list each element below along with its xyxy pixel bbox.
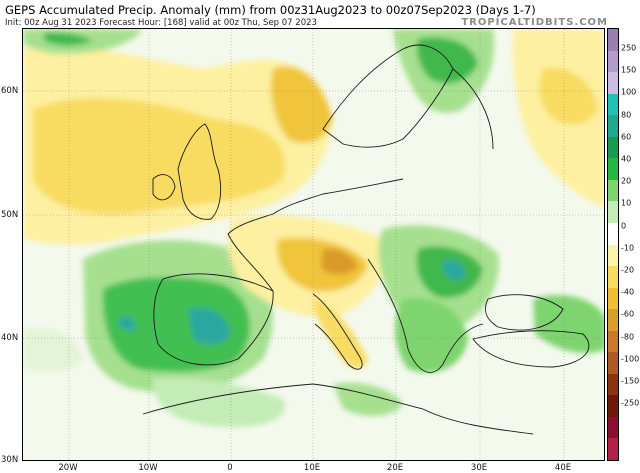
colorbar-segment [608, 352, 618, 375]
lat-label-30n: 30N [1, 455, 19, 465]
colorbar-segment [608, 201, 618, 224]
colorbar-tick-label: 10 [621, 198, 632, 208]
colorbar-tick-label: 20 [621, 176, 632, 186]
colorbar-segment [608, 244, 618, 267]
colorbar-segment [608, 115, 618, 138]
lon-label-10e: 10E [303, 463, 321, 473]
colorbar-segment [608, 50, 618, 73]
colorbar-segment [608, 309, 618, 332]
colorbar-segment [608, 266, 618, 289]
precip-anomaly-map [22, 28, 605, 461]
colorbar-tick-label: -40 [621, 287, 635, 297]
lon-label-40e: 40E [554, 463, 572, 473]
coastlines [142, 44, 590, 435]
colorbar-tick-label: 60 [621, 132, 632, 142]
colorbar-tick-label: 100 [621, 87, 637, 97]
lon-label-10w: 10W [138, 463, 158, 473]
lon-label-20w: 20W [58, 463, 78, 473]
colorbar-segment [608, 438, 618, 461]
colorbar-segment [608, 416, 618, 439]
colorbar-tick-label: -10 [621, 243, 635, 253]
colorbar-segment [608, 287, 618, 310]
lat-label-50n: 50N [1, 210, 19, 220]
colorbar-tick-label: -150 [621, 376, 640, 386]
colorbar-tick-label: 80 [621, 110, 632, 120]
colorbar-tick-label: 150 [621, 65, 637, 75]
forecast-info: Init: 00z Aug 31 2023 Forecast Hour: [16… [5, 18, 317, 28]
chart-title: GEPS Accumulated Precip. Anomaly (mm) fr… [5, 3, 536, 17]
lon-label-30e: 30E [470, 463, 488, 473]
colorbar-segment [608, 72, 618, 95]
lat-lon-grid [23, 29, 604, 460]
colorbar [607, 28, 619, 461]
colorbar-segment [608, 373, 618, 396]
colorbar-tick-label: 250 [621, 43, 637, 53]
colorbar-segment [608, 179, 618, 202]
colorbar-segment [608, 93, 618, 116]
colorbar-segment [608, 222, 618, 245]
colorbar-tick-label: -20 [621, 265, 635, 275]
colorbar-segment [608, 395, 618, 418]
lon-label-0: 0 [227, 463, 233, 473]
colorbar-tick-label: -60 [621, 309, 635, 319]
colorbar-tick-label: 0 [621, 221, 627, 231]
lon-label-20e: 20E [386, 463, 404, 473]
colorbar-tick-label: 40 [621, 154, 632, 164]
site-watermark: TROPICALTIDBITS.COM [461, 17, 608, 28]
colorbar-tick-label: -80 [621, 332, 635, 342]
colorbar-segment [608, 158, 618, 181]
colorbar-segment [608, 136, 618, 159]
colorbar-tick-label: -250 [621, 398, 640, 408]
lat-label-40n: 40N [1, 333, 19, 343]
colorbar-segment [608, 330, 618, 353]
lat-label-60n: 60N [1, 86, 19, 96]
colorbar-segment [608, 29, 618, 52]
colorbar-tick-label: -100 [621, 354, 640, 364]
anomaly-shading [23, 29, 604, 428]
